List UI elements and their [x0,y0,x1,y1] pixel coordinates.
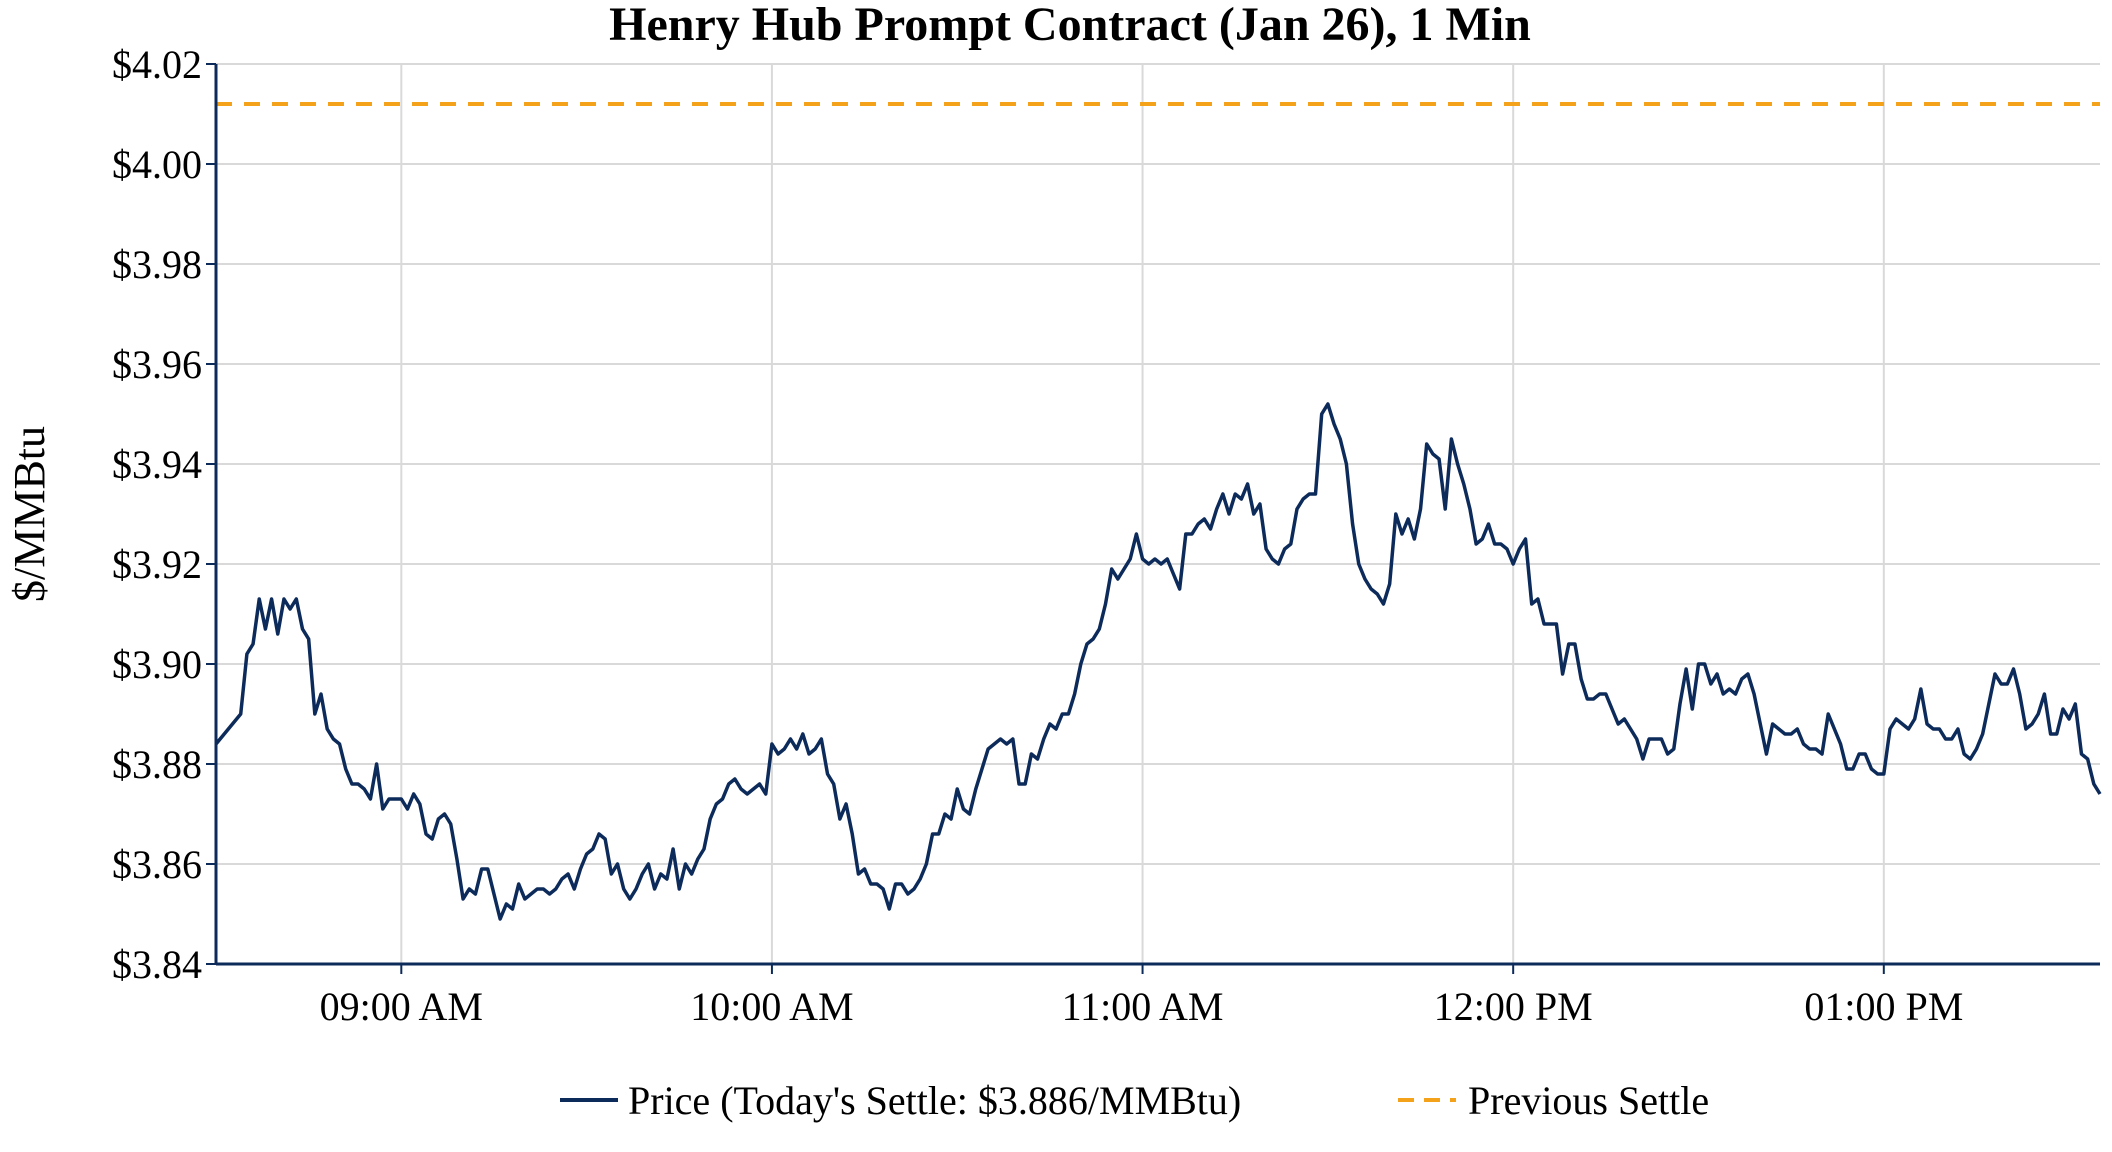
y-tick-label: $3.94 [112,442,202,487]
x-axis-ticks: 09:00 AM 10:00 AM 11:00 AM 12:00 PM 01:00 PM [320,964,1963,1029]
y-tick-label: $3.88 [112,742,202,787]
chart-title: Henry Hub Prompt Contract (Jan 26), 1 Mi… [609,0,1531,51]
legend-label-price: Price (Today's Settle: $3.886/MMBtu) [628,1078,1241,1123]
y-axis-ticks: $3.84 $3.86 $3.88 $3.90 $3.92 $3.94 $3.96 $3.98… [112,42,216,987]
x-tick-label: 12:00 PM [1434,984,1593,1029]
x-tick-label: 01:00 PM [1804,984,1963,1029]
y-tick-label: $3.86 [112,842,202,887]
grid [216,63,2100,964]
x-tick-label: 10:00 AM [690,984,853,1029]
y-tick-label: $3.92 [112,542,202,587]
y-tick-label: $3.98 [112,242,202,287]
y-tick-label: $3.84 [112,942,202,987]
price-series-line [214,402,2102,921]
legend-label-previous-settle: Previous Settle [1468,1078,1709,1123]
x-tick-label: 11:00 AM [1062,984,1224,1029]
y-tick-label: $4.00 [112,142,202,187]
y-tick-label: $3.90 [112,642,202,687]
y-tick-label: $3.96 [112,342,202,387]
x-tick-label: 09:00 AM [320,984,483,1029]
y-axis-label: $/MMBtu [5,426,54,602]
legend: Price (Today's Settle: $3.886/MMBtu) Pre… [560,1078,1709,1123]
y-tick-label: $4.02 [112,42,202,87]
